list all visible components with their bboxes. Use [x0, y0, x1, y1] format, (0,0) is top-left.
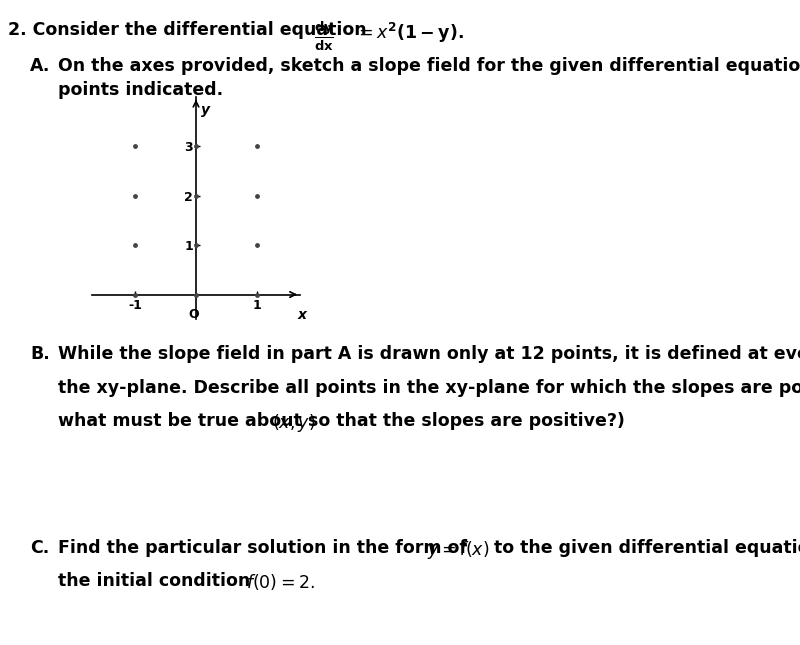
Text: $(x, y)$: $(x, y)$: [272, 412, 315, 434]
Text: C.: C.: [30, 539, 50, 557]
Text: $y = f(x)$: $y = f(x)$: [427, 539, 490, 561]
Text: B.: B.: [30, 345, 50, 363]
Text: $= x^{\mathbf{2}}\mathbf{(1 - y).}$: $= x^{\mathbf{2}}\mathbf{(1 - y).}$: [355, 21, 464, 45]
Text: what must be true about: what must be true about: [58, 412, 307, 430]
Text: so that the slopes are positive?): so that the slopes are positive?): [302, 412, 626, 430]
Text: the initial condition: the initial condition: [58, 572, 256, 590]
Text: to the given differential equation with: to the given differential equation with: [488, 539, 800, 557]
Text: x: x: [298, 308, 307, 322]
Text: While the slope field in part A is drawn only at 12 points, it is defined at eve: While the slope field in part A is drawn…: [58, 345, 800, 363]
Text: O: O: [188, 308, 198, 321]
Text: the xy-plane. Describe all points in the xy-plane for which the slopes are posit: the xy-plane. Describe all points in the…: [58, 379, 800, 397]
Text: $f(0) = 2.$: $f(0) = 2.$: [246, 572, 315, 592]
Text: On the axes provided, sketch a slope field for the given differential equation a: On the axes provided, sketch a slope fie…: [58, 57, 800, 75]
Text: y: y: [201, 103, 210, 117]
Text: points indicated.: points indicated.: [58, 81, 222, 99]
Text: A.: A.: [30, 57, 50, 75]
Text: 2. Consider the differential equation: 2. Consider the differential equation: [8, 21, 373, 39]
Text: Find the particular solution in the form of: Find the particular solution in the form…: [58, 539, 473, 557]
Text: $\mathbf{\frac{dy}{dx}}$: $\mathbf{\frac{dy}{dx}}$: [314, 19, 334, 53]
